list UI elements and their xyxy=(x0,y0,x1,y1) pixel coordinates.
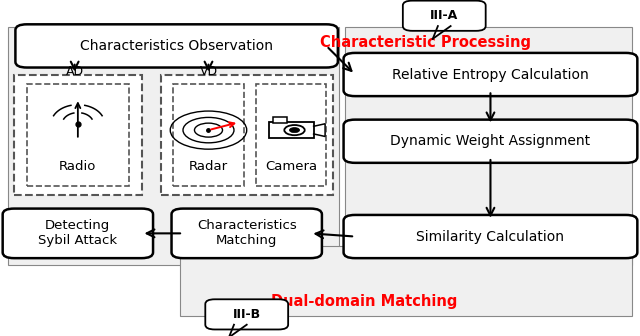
Text: Similarity Calculation: Similarity Calculation xyxy=(417,229,564,244)
Bar xyxy=(180,246,632,316)
Text: Characteristic Processing: Characteristic Processing xyxy=(319,35,531,50)
Bar xyxy=(14,75,141,195)
Text: VD: VD xyxy=(200,65,218,78)
Bar xyxy=(27,84,129,186)
FancyBboxPatch shape xyxy=(344,120,637,163)
Bar xyxy=(256,84,326,186)
Bar xyxy=(8,27,339,265)
Bar xyxy=(161,75,333,195)
FancyBboxPatch shape xyxy=(403,1,486,31)
Polygon shape xyxy=(433,26,451,39)
Text: Dynamic Weight Assignment: Dynamic Weight Assignment xyxy=(390,134,591,148)
Bar xyxy=(173,84,244,186)
FancyBboxPatch shape xyxy=(344,215,637,258)
Bar xyxy=(273,117,287,123)
FancyBboxPatch shape xyxy=(344,53,637,96)
FancyBboxPatch shape xyxy=(3,209,153,258)
FancyBboxPatch shape xyxy=(172,209,322,258)
FancyBboxPatch shape xyxy=(15,24,338,68)
Text: III-B: III-B xyxy=(233,308,260,321)
Text: Dual-domain Matching: Dual-domain Matching xyxy=(271,294,458,309)
Circle shape xyxy=(289,128,300,133)
Polygon shape xyxy=(314,124,325,136)
Text: Characteristics Observation: Characteristics Observation xyxy=(80,39,273,53)
Polygon shape xyxy=(229,325,246,336)
Text: Radio: Radio xyxy=(59,160,97,173)
Text: Camera: Camera xyxy=(265,160,317,173)
Text: Characteristics
Matching: Characteristics Matching xyxy=(197,219,296,247)
Bar xyxy=(269,123,314,138)
Text: Radar: Radar xyxy=(189,160,228,173)
Text: III-A: III-A xyxy=(430,9,458,22)
Text: Relative Entropy Calculation: Relative Entropy Calculation xyxy=(392,68,589,82)
Text: AD: AD xyxy=(66,65,84,78)
FancyBboxPatch shape xyxy=(205,299,288,330)
Text: Detecting
Sybil Attack: Detecting Sybil Attack xyxy=(38,219,117,247)
Bar xyxy=(346,27,632,265)
